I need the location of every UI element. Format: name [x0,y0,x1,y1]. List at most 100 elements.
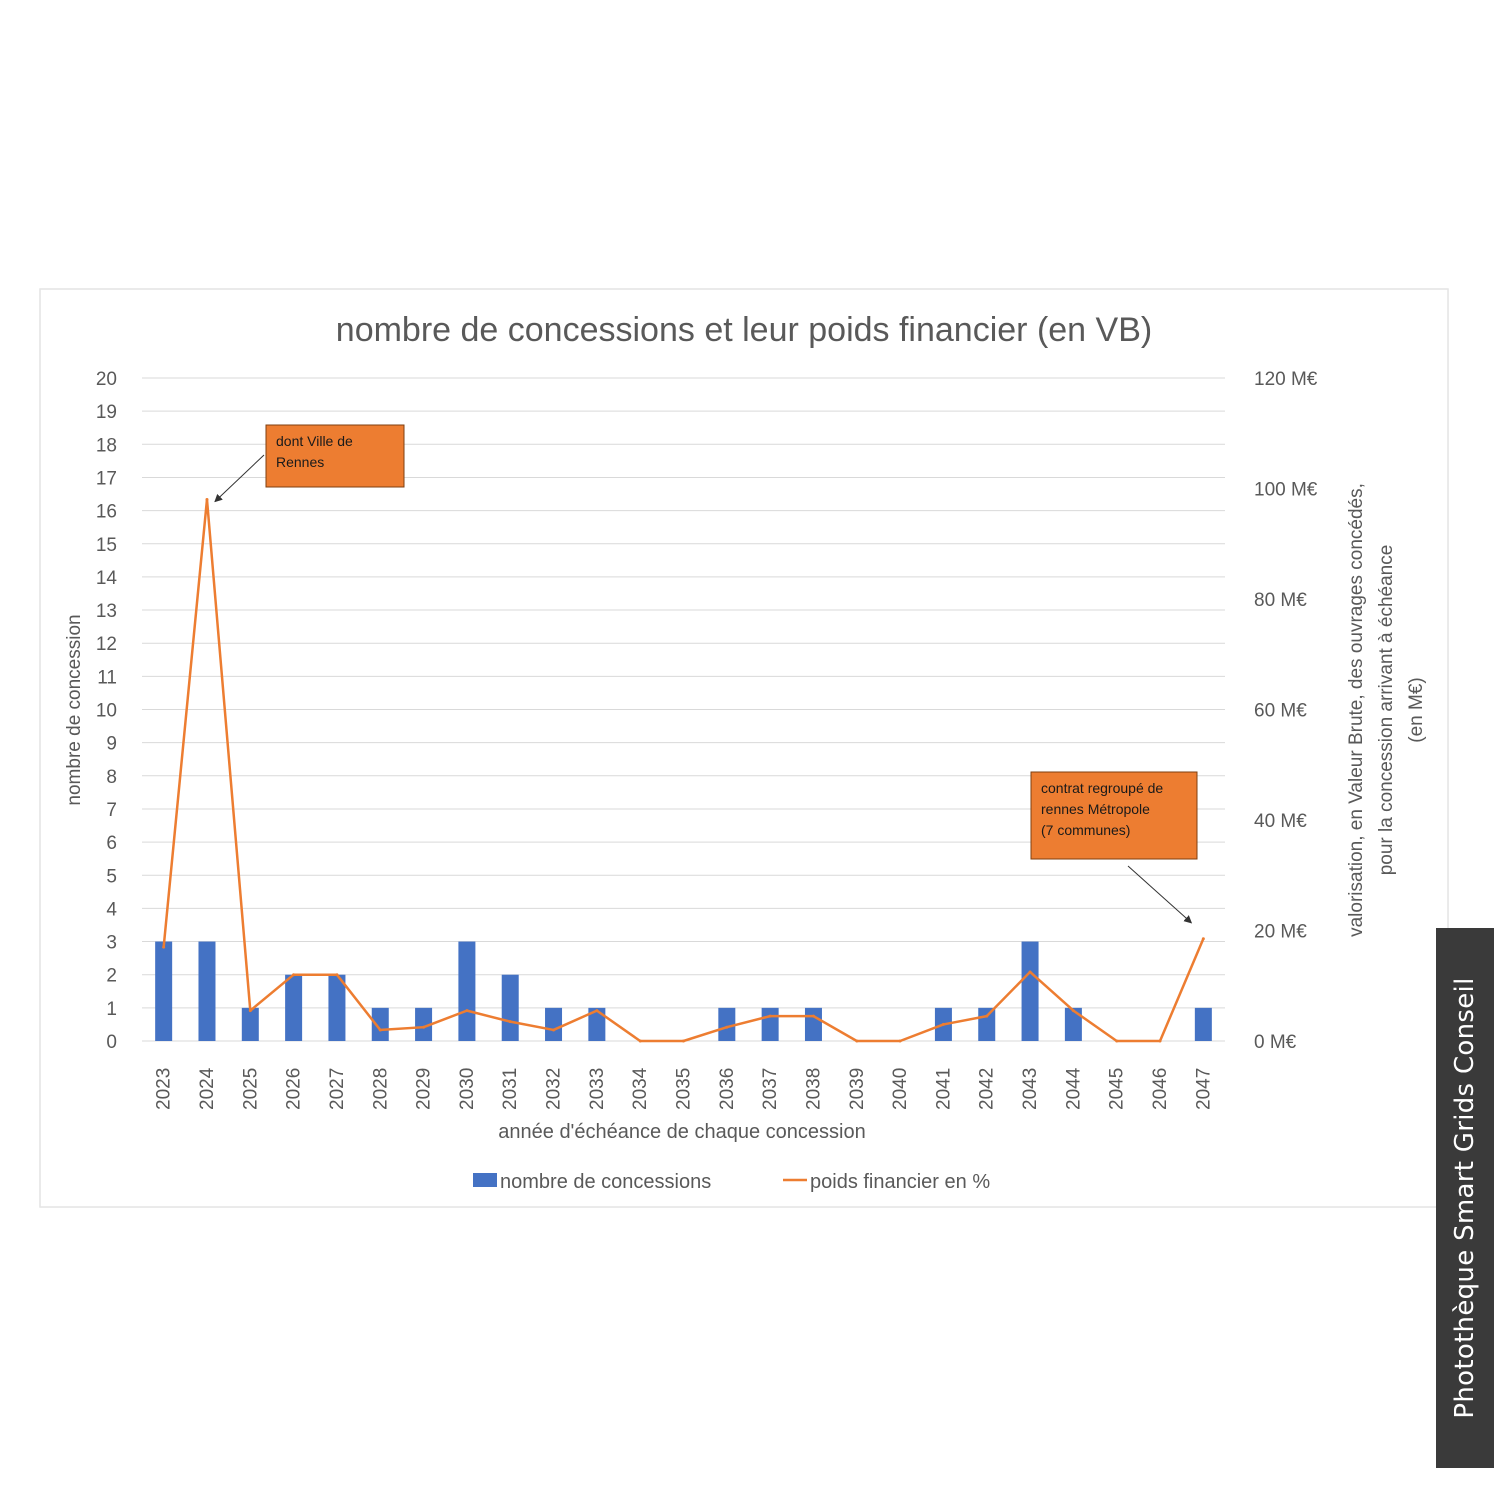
y-tick-label: 7 [106,800,117,821]
line-point [1115,1039,1119,1043]
x-tick-label: 2040 [890,1068,911,1110]
chart-title: nombre de concessions et leur poids fina… [336,311,1152,349]
line-point [378,1028,382,1032]
line-point [1158,1039,1162,1043]
line-point [508,1020,512,1024]
line-point [465,1009,469,1013]
photo-credit-text: Photothèque Smart Grids Conseil [1450,977,1480,1419]
bar [545,1007,563,1041]
annotations: dont Ville de Rennes contrat regroupé de re… [214,424,1198,924]
line-point [638,1039,642,1043]
annotation-box [265,424,405,488]
line-point [682,1039,685,1043]
y-tick-label: 10 [96,701,117,722]
y-tick-label: 8 [106,767,117,788]
annotation-text: Rennes [276,454,324,470]
y-axis-right-label: valorisation, en Valeur Brute, des ouvra… [1346,483,1427,937]
x-tick-label: 2027 [327,1068,348,1110]
annotation-text: contrat regroupé de [1041,780,1163,796]
y-axis-left-label: nombre de concession [64,614,85,805]
legend-label-line: poids financier en % [810,1171,990,1193]
x-tick-label: 2045 [1107,1068,1128,1110]
y-tick-label: 12 [96,634,117,655]
y-right-tick-label: 100 M€ [1254,480,1318,501]
bar [458,941,476,1041]
line-point [205,498,209,502]
line-point [985,1014,989,1018]
bar [328,974,346,1041]
y-tick-label: 4 [106,899,117,920]
x-tick-label: 2041 [933,1068,954,1110]
line-series [162,498,1205,1043]
y-tick-label: 16 [96,502,117,523]
x-tick-label: 2037 [760,1068,781,1110]
y-tick-label: 3 [106,933,117,954]
line-point [552,1028,556,1032]
y-right-label-line: valorisation, en Valeur Brute, des ouvra… [1346,483,1367,937]
y-tick-label: 9 [106,734,117,755]
line-point [1071,1009,1075,1013]
legend-label-bars: nombre de concessions [500,1171,711,1193]
x-tick-label: 2042 [977,1068,998,1110]
photo-credit-banner: Photothèque Smart Grids Conseil [1436,928,1494,1468]
x-tick-label: 2039 [847,1068,868,1110]
y-right-tick-label: 20 M€ [1254,922,1307,943]
line-point [1201,937,1205,941]
x-tick-label: 2030 [457,1068,478,1110]
legend: nombre de concessions poids financier en … [473,1171,990,1193]
x-tick-label: 2029 [414,1068,435,1110]
line-point [422,1025,426,1029]
x-tick-label: 2031 [500,1068,521,1110]
x-tick-label: 2038 [803,1068,824,1110]
x-tick-label: 2035 [674,1068,695,1110]
x-tick-label: 2034 [630,1067,651,1110]
line-point [898,1039,902,1043]
y-right-tick-label: 60 M€ [1254,701,1307,722]
line-point [811,1014,815,1018]
y-tick-label: 17 [96,468,117,489]
bar [718,1007,736,1041]
bar [1021,941,1039,1041]
bar [415,1007,433,1041]
bar [198,941,216,1041]
bar [501,974,519,1041]
y-tick-label: 6 [106,833,117,854]
x-tick-label: 2028 [370,1068,391,1110]
legend-swatch-bars [473,1173,497,1187]
annotation-arrow [214,454,265,503]
bar [371,1007,389,1041]
y-tick-label: 15 [96,535,117,556]
y-right-label-line: pour la concession arrivant à échéance [1376,545,1397,876]
bar [978,1007,996,1041]
x-tick-label: 2043 [1020,1068,1041,1110]
x-tick-label: 2033 [587,1068,608,1110]
y-tick-label: 1 [106,999,117,1020]
y-right-tick-label: 40 M€ [1254,811,1307,832]
y-tick-label: 14 [96,568,118,589]
annotation-arrow [1127,865,1193,924]
y-tick-label: 5 [106,866,117,887]
y-axis-right: 0 M€ 20 M€ 40 M€ 60 M€ 80 M€ 100 M€ 120 M€ [1254,369,1318,1053]
bar [1194,1007,1212,1041]
x-tick-label: 2047 [1193,1068,1214,1110]
x-tick-label: 2025 [240,1068,261,1110]
bar [804,1007,822,1041]
line-point [335,973,339,977]
y-tick-label: 2 [106,966,117,987]
line-point [1028,970,1032,974]
y-right-tick-label: 0 M€ [1254,1032,1297,1053]
y-tick-label: 20 [96,369,117,390]
x-tick-label: 2024 [197,1067,218,1110]
bar [155,941,173,1041]
annotation-text: dont Ville de [276,433,353,449]
x-axis: 2023 2024 2025 2026 2027 2028 2029 2030 2031 2032… [154,1067,1215,1110]
line-point [292,973,296,977]
y-tick-label: 0 [106,1032,117,1053]
line-point [725,1025,729,1029]
x-tick-label: 2032 [544,1068,565,1110]
x-tick-label: 2023 [154,1068,175,1110]
line-point [855,1039,859,1043]
y-right-tick-label: 120 M€ [1254,369,1318,390]
